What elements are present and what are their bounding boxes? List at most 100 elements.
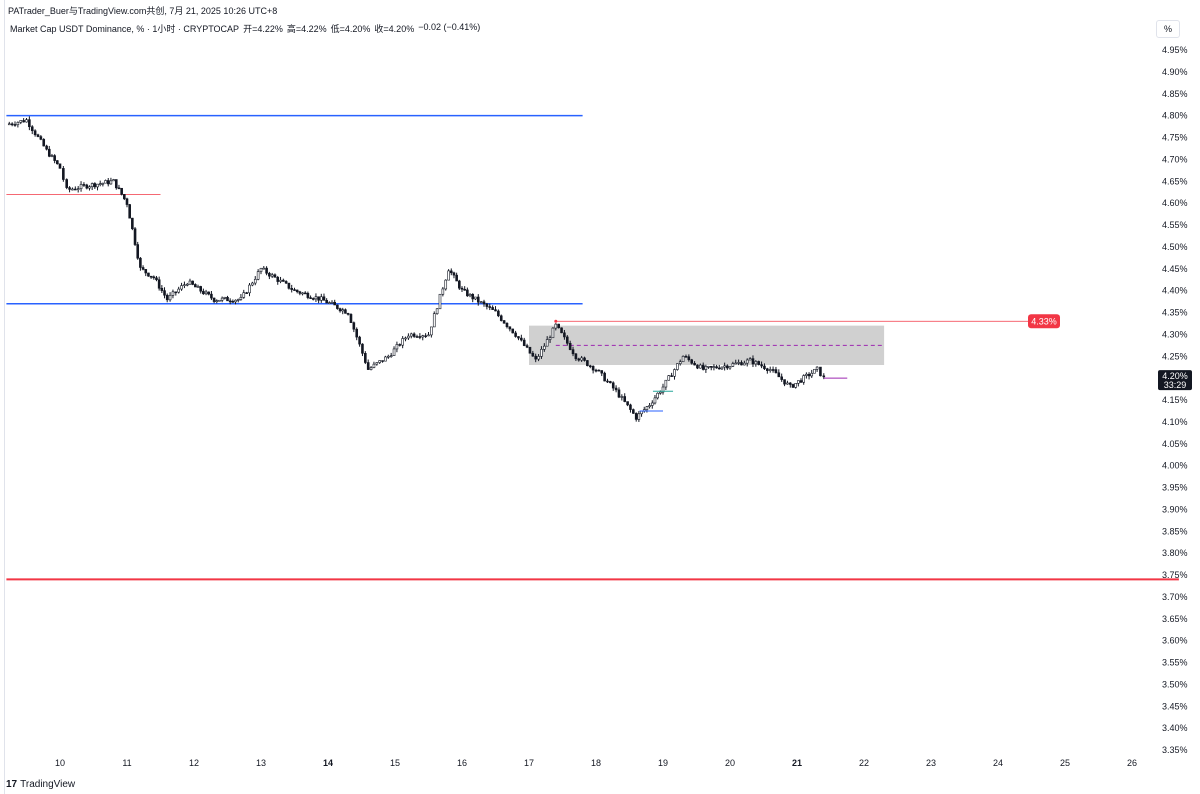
- candle[interactable]: [534, 355, 538, 360]
- candle[interactable]: [298, 291, 302, 294]
- candle[interactable]: [290, 288, 294, 290]
- candle[interactable]: [398, 344, 402, 346]
- candle[interactable]: [693, 362, 696, 366]
- candle[interactable]: [407, 335, 410, 339]
- candle[interactable]: [16, 122, 20, 126]
- candle[interactable]: [603, 372, 606, 382]
- candle[interactable]: [463, 288, 466, 291]
- candle[interactable]: [514, 332, 517, 337]
- candle[interactable]: [104, 180, 107, 184]
- candle[interactable]: [279, 279, 282, 282]
- candle[interactable]: [517, 336, 520, 339]
- candle[interactable]: [783, 379, 786, 385]
- candle[interactable]: [328, 302, 331, 304]
- candle[interactable]: [659, 391, 662, 394]
- candle[interactable]: [177, 288, 180, 293]
- candle[interactable]: [731, 363, 735, 367]
- candle[interactable]: [650, 402, 654, 406]
- candle[interactable]: [256, 271, 260, 280]
- candle[interactable]: [270, 274, 274, 277]
- candle[interactable]: [634, 413, 638, 420]
- candle[interactable]: [7, 123, 11, 126]
- candle[interactable]: [574, 353, 578, 360]
- candle[interactable]: [557, 323, 560, 329]
- candle[interactable]: [687, 356, 691, 361]
- candle[interactable]: [476, 296, 480, 303]
- candle[interactable]: [537, 356, 540, 360]
- alert-label[interactable]: 4.33%: [1031, 316, 1057, 326]
- candle[interactable]: [381, 360, 384, 362]
- candle[interactable]: [10, 123, 14, 126]
- candle[interactable]: [204, 291, 208, 295]
- candle[interactable]: [452, 272, 456, 276]
- candle[interactable]: [565, 336, 569, 344]
- candle[interactable]: [438, 293, 442, 310]
- candle[interactable]: [540, 349, 543, 357]
- candle[interactable]: [432, 313, 436, 328]
- candle[interactable]: [822, 375, 826, 378]
- candle[interactable]: [346, 313, 350, 315]
- candle[interactable]: [696, 364, 699, 369]
- candle[interactable]: [511, 328, 515, 334]
- candle[interactable]: [768, 369, 772, 371]
- candle[interactable]: [551, 327, 555, 339]
- candle[interactable]: [418, 336, 422, 338]
- candle[interactable]: [709, 366, 713, 368]
- candle[interactable]: [757, 361, 761, 365]
- candle[interactable]: [128, 204, 131, 219]
- candle[interactable]: [196, 286, 200, 288]
- candle[interactable]: [355, 328, 359, 338]
- candle[interactable]: [441, 288, 445, 295]
- candle[interactable]: [392, 348, 396, 356]
- candle[interactable]: [36, 134, 40, 137]
- candle[interactable]: [430, 326, 433, 336]
- candle[interactable]: [482, 301, 486, 305]
- candle[interactable]: [479, 301, 483, 304]
- candle[interactable]: [720, 366, 724, 370]
- candle[interactable]: [133, 228, 137, 245]
- candle[interactable]: [262, 267, 266, 270]
- candle[interactable]: [499, 315, 503, 321]
- candle[interactable]: [577, 358, 581, 361]
- candle[interactable]: [79, 184, 83, 190]
- candle[interactable]: [743, 362, 746, 366]
- candle[interactable]: [583, 357, 586, 361]
- candle[interactable]: [386, 355, 390, 358]
- candle[interactable]: [180, 285, 183, 290]
- candle[interactable]: [466, 289, 469, 297]
- candle[interactable]: [144, 269, 148, 274]
- candle[interactable]: [284, 281, 288, 284]
- candle[interactable]: [93, 183, 97, 188]
- candle[interactable]: [707, 366, 710, 368]
- candle[interactable]: [444, 279, 448, 290]
- candle[interactable]: [645, 406, 649, 410]
- candle[interactable]: [188, 280, 192, 285]
- candle[interactable]: [364, 353, 367, 363]
- candle[interactable]: [58, 163, 62, 169]
- candle[interactable]: [447, 270, 450, 281]
- candle[interactable]: [231, 301, 235, 303]
- candle[interactable]: [341, 309, 345, 312]
- candle[interactable]: [226, 296, 229, 302]
- candle[interactable]: [330, 301, 334, 304]
- candle[interactable]: [667, 375, 671, 381]
- candle[interactable]: [149, 275, 153, 278]
- candle[interactable]: [673, 369, 676, 377]
- candle[interactable]: [218, 299, 221, 302]
- candle[interactable]: [194, 284, 197, 288]
- candle[interactable]: [684, 356, 688, 358]
- candle[interactable]: [325, 300, 328, 304]
- candle[interactable]: [42, 139, 46, 147]
- candle[interactable]: [309, 297, 312, 299]
- candle[interactable]: [813, 368, 816, 374]
- candle[interactable]: [220, 297, 224, 301]
- candle[interactable]: [620, 396, 624, 398]
- candle[interactable]: [794, 383, 797, 388]
- candle[interactable]: [215, 300, 219, 302]
- candle[interactable]: [771, 369, 775, 371]
- candle[interactable]: [33, 130, 37, 136]
- candle[interactable]: [421, 335, 425, 338]
- candle[interactable]: [53, 155, 56, 161]
- candle[interactable]: [508, 326, 512, 330]
- candle[interactable]: [609, 381, 612, 384]
